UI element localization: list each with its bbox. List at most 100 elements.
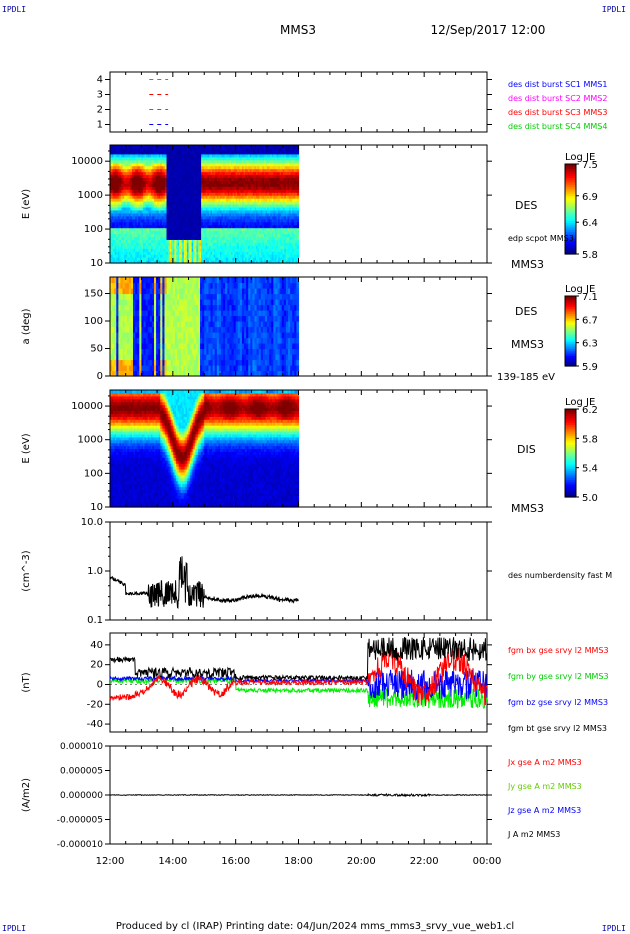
spectrogram-cell — [279, 198, 282, 202]
y-tick-label: 10 — [90, 258, 103, 269]
colorbar-cell — [565, 251, 576, 255]
spectrogram-cell — [116, 162, 119, 167]
spectrogram-cell — [128, 159, 132, 164]
spectrogram-cell — [295, 171, 298, 176]
spectrogram-cell — [293, 245, 296, 249]
spectrogram-cell — [186, 204, 190, 208]
spectrogram-cell — [127, 204, 130, 208]
spectrogram-cell — [252, 180, 256, 184]
spectrogram-cell — [274, 168, 278, 173]
spectrogram-cell — [139, 239, 143, 243]
spectrogram-cell — [240, 150, 243, 155]
spectrogram-cell — [271, 177, 274, 181]
spectrogram-cell — [197, 156, 201, 161]
spectrogram-cell — [197, 236, 201, 240]
spectrogram-cell — [114, 201, 117, 205]
spectrogram-cell — [223, 212, 226, 217]
spectrogram-cell — [273, 195, 276, 199]
spectrogram-cell — [164, 251, 168, 255]
spectrogram-cell — [166, 242, 169, 246]
spectrogram-cell — [147, 236, 150, 240]
spectrogram-cell — [158, 260, 161, 264]
spectrogram-cell — [147, 233, 150, 238]
spectrogram-cell — [270, 201, 273, 205]
spectrogram-cell — [284, 150, 287, 155]
spectrogram-cell — [182, 189, 185, 193]
spectrogram-cell — [113, 150, 116, 155]
spectrogram-cell — [131, 230, 135, 235]
spectrogram-cell — [142, 212, 146, 217]
spectrogram-cell — [263, 224, 267, 229]
spectrogram-cell — [257, 224, 260, 229]
spectrogram-cell — [113, 156, 116, 161]
spectrogram-cell — [197, 254, 201, 258]
spectrogram-cell — [273, 145, 276, 149]
spectrogram-cell — [241, 218, 245, 223]
spectrogram-cell — [235, 159, 238, 164]
spectrogram-cell — [216, 230, 219, 235]
spectrogram-cell — [194, 183, 197, 187]
spectrogram-cell — [183, 195, 186, 199]
spectrogram-cell — [213, 206, 216, 211]
colorbar-cell — [565, 164, 576, 167]
spectrogram-cell — [263, 201, 267, 205]
spectrogram-cell — [155, 221, 158, 226]
spectrogram-cell — [295, 195, 298, 199]
spectrogram-cell — [142, 153, 146, 158]
spectrogram-cell — [248, 215, 251, 220]
spectrogram-cell — [285, 209, 289, 214]
spectrogram-cell — [180, 180, 183, 184]
spectrogram-cell — [164, 215, 168, 220]
spectrogram-cell — [262, 195, 265, 199]
spectrogram-cell — [136, 251, 139, 255]
spectrogram-cell — [289, 192, 292, 196]
spectrogram-cell — [185, 189, 188, 193]
spectrogram-cell — [249, 224, 252, 229]
spectrogram-cell — [293, 204, 296, 208]
spectrogram-cell — [182, 165, 185, 170]
spectrogram-cell — [201, 195, 204, 199]
spectrogram-cell — [232, 156, 235, 161]
spectrogram-cell — [256, 192, 259, 196]
spectrogram-cell — [136, 254, 139, 258]
spectrogram-cell — [163, 186, 166, 190]
spectrogram-cell — [246, 224, 249, 229]
spectrogram-cell — [223, 174, 226, 179]
spectrogram-cell — [251, 171, 254, 176]
spectrogram-cell — [177, 162, 180, 167]
spectrogram-cell — [177, 260, 180, 264]
spectrogram-cell — [121, 257, 124, 261]
spectrogram-cell — [296, 221, 300, 226]
spectrogram-cell — [185, 165, 188, 170]
spectrogram-cell — [166, 183, 169, 187]
colorbar-cell — [565, 173, 576, 176]
spectrogram-cell — [141, 201, 144, 205]
spectrogram-cell — [295, 147, 298, 152]
spectrogram-cell — [142, 177, 146, 181]
spectrogram-cell — [164, 227, 168, 232]
spectrogram-cell — [114, 177, 117, 181]
spectrogram-cell — [164, 145, 168, 149]
spectrogram-cell — [282, 165, 285, 170]
spectrogram-cell — [197, 215, 201, 220]
spectrogram-cell — [121, 209, 124, 214]
spectrogram-cell — [257, 168, 260, 173]
spectrogram-cell — [281, 248, 284, 252]
spectrogram-cell — [171, 239, 174, 243]
spectrogram-cell — [119, 145, 122, 149]
spectrogram-cell — [152, 192, 155, 196]
spectrogram-cell — [161, 168, 165, 173]
spectrogram-cell — [224, 145, 227, 149]
spectrogram-cell — [252, 174, 256, 179]
spectrogram-cell — [213, 209, 216, 214]
spectrogram-cell — [153, 233, 157, 238]
spectrogram-cell — [278, 233, 281, 238]
spectrogram-cell — [234, 156, 237, 161]
spectrogram-cell — [212, 195, 215, 199]
spectrogram-cell — [210, 165, 213, 170]
spectrogram-cell — [149, 168, 152, 173]
spectrogram-cell — [215, 224, 218, 229]
spectrogram-cell — [155, 168, 158, 173]
spectrogram-cell — [128, 248, 132, 252]
spectrogram-cell — [179, 230, 182, 235]
